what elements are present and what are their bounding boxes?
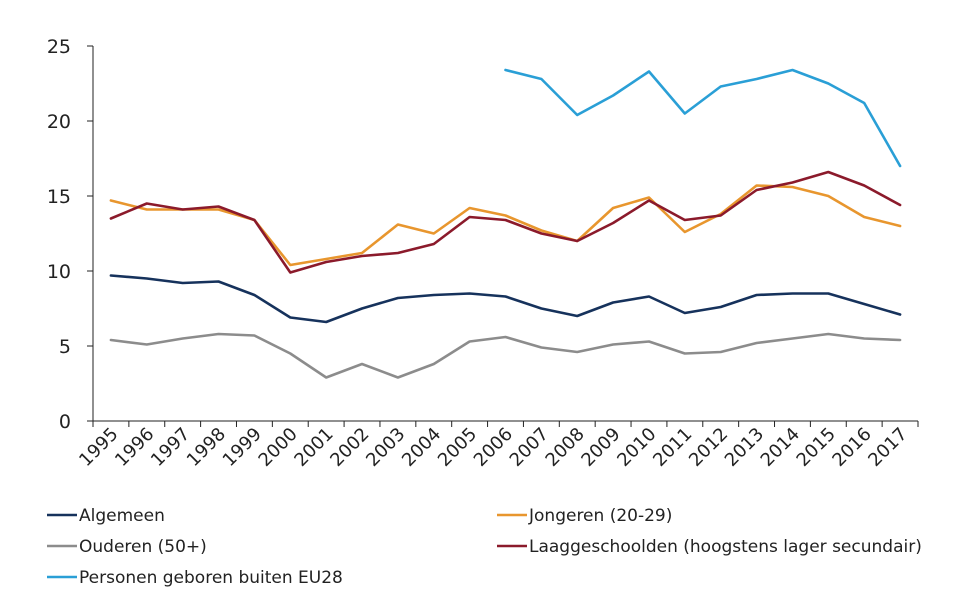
series-line [109,170,902,274]
x-tick-label: 2009 [577,424,624,471]
x-tick-label: 2003 [362,424,409,471]
x-tick-label: 1998 [183,424,230,471]
legend-label: Algemeen [79,506,165,526]
x-tick-label: 1996 [111,424,158,471]
x-tick-label: 2013 [721,424,768,471]
x-tick-label: 2015 [793,424,840,471]
y-tick-label: 5 [59,336,71,358]
x-tick-label: 2004 [398,424,445,471]
legend-label: Jongeren (20-29) [528,506,672,526]
x-tick-label: 2012 [685,424,732,471]
legend-label: Laaggeschoolden (hoogstens lager secunda… [529,537,922,557]
legend-label: Personen geboren buiten EU28 [79,568,343,588]
y-tick-label: 15 [47,186,71,208]
y-tick-label: 20 [47,111,71,133]
x-tick-label: 2016 [828,424,875,471]
series-line [504,68,902,168]
y-tick-label: 25 [47,36,71,58]
x-tick-label: 2006 [470,424,517,471]
x-tick-label: 2008 [542,424,589,471]
series-line [109,184,902,267]
axes: 0510152025199519961997199819992000200120… [47,36,919,471]
series-lines [109,68,902,379]
x-tick-label: 2010 [613,424,660,471]
x-tick-label: 2017 [864,424,911,471]
y-tick-label: 0 [59,411,71,433]
x-tick-label: 2011 [649,424,696,471]
x-tick-label: 2000 [255,424,302,471]
x-tick-label: 1999 [219,424,266,471]
x-tick-label: 2002 [326,424,373,471]
y-tick-label: 10 [47,261,71,283]
legend: Algemeen Jongeren (20-29) Ouderen (50+) Laa… [47,506,922,588]
x-tick-label: 1995 [75,424,122,471]
x-tick-label: 2014 [757,424,804,471]
x-tick-label: 2007 [506,424,553,471]
series-line [109,332,902,379]
x-tick-label: 2001 [290,424,337,471]
series-line [109,274,902,324]
x-tick-label: 2005 [434,424,481,471]
legend-label: Ouderen (50+) [79,537,207,557]
x-tick-label: 1997 [147,424,194,471]
